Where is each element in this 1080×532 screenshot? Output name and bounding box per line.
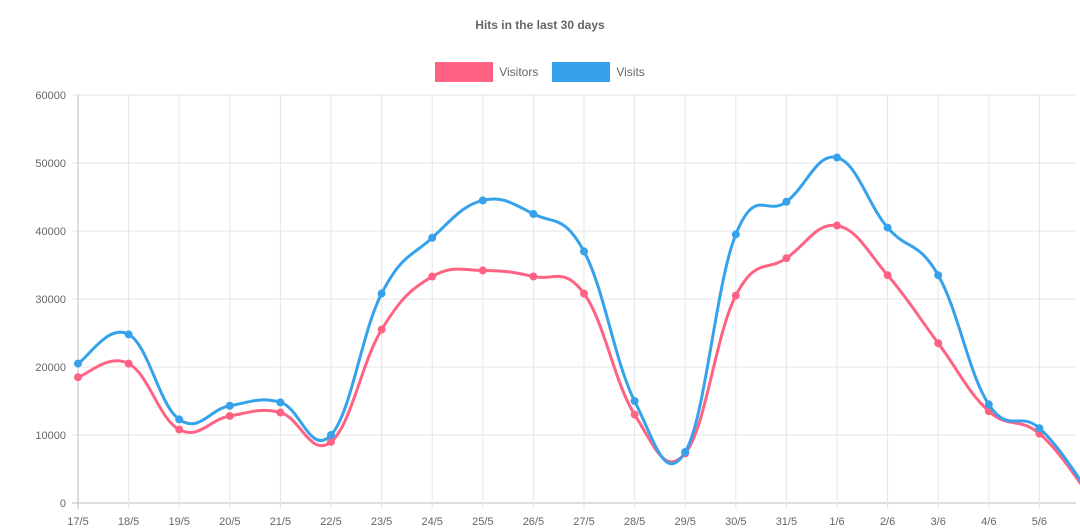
legend-swatch-visits bbox=[552, 62, 611, 82]
data-point-visitors bbox=[833, 221, 841, 230]
data-point-visitors bbox=[74, 373, 82, 382]
data-point-visits bbox=[276, 398, 285, 407]
x-tick-label: 2/6 bbox=[880, 516, 895, 528]
data-point-visits bbox=[225, 401, 234, 410]
data-point-visits bbox=[529, 210, 538, 218]
x-tick-label: 29/5 bbox=[674, 516, 695, 528]
x-tick-label: 31/5 bbox=[776, 516, 797, 528]
x-tick-label: 30/5 bbox=[725, 516, 746, 528]
data-point-visits bbox=[984, 400, 993, 409]
data-point-visits bbox=[175, 415, 184, 424]
y-tick-label: 30000 bbox=[35, 294, 66, 306]
legend-label-visits: Visits bbox=[616, 65, 645, 79]
data-point-visits bbox=[681, 448, 690, 456]
data-point-visitors bbox=[478, 266, 487, 275]
y-tick-label: 0 bbox=[60, 498, 66, 510]
data-point-visits bbox=[74, 359, 82, 368]
legend-swatch-visitors bbox=[435, 62, 494, 82]
legend-label-visitors: Visitors bbox=[499, 65, 539, 79]
data-point-visitors bbox=[580, 289, 588, 298]
x-tick-label: 28/5 bbox=[624, 516, 645, 528]
data-point-visitors bbox=[327, 437, 335, 446]
data-point-visits bbox=[580, 247, 588, 256]
data-point-visitors bbox=[934, 339, 943, 348]
x-tick-label: 4/6 bbox=[981, 516, 996, 528]
data-point-visits bbox=[478, 196, 487, 205]
chart-legend: Visitors Visits bbox=[0, 62, 1080, 82]
data-point-visits bbox=[428, 233, 437, 242]
x-tick-label: 24/5 bbox=[421, 516, 442, 528]
x-tick-label: 27/5 bbox=[573, 516, 594, 528]
chart-title: Hits in the last 30 days bbox=[475, 18, 605, 32]
data-point-visits bbox=[883, 223, 892, 232]
series-line-visitors bbox=[77, 223, 1080, 486]
x-tick-label: 5/6 bbox=[1032, 516, 1047, 528]
series-line-visits bbox=[77, 155, 1080, 483]
x-tick-label: 19/5 bbox=[168, 516, 189, 528]
y-tick-label: 60000 bbox=[35, 90, 66, 102]
x-tick-label: 21/5 bbox=[270, 516, 291, 528]
x-tick-label: 22/5 bbox=[320, 516, 341, 528]
data-point-visitors bbox=[630, 410, 639, 419]
data-point-visits bbox=[934, 271, 943, 280]
data-point-visitors bbox=[276, 408, 285, 417]
x-tick-label: 20/5 bbox=[219, 516, 240, 528]
data-point-visitors bbox=[428, 272, 437, 281]
data-point-visitors bbox=[883, 271, 892, 280]
y-tick-label: 20000 bbox=[35, 362, 66, 374]
legend-item-visits[interactable]: Visits bbox=[552, 62, 645, 82]
data-point-visits bbox=[124, 330, 133, 339]
x-tick-label: 25/5 bbox=[472, 516, 493, 528]
data-point-visitors bbox=[124, 359, 133, 368]
data-point-visits bbox=[731, 230, 740, 239]
data-point-visitors bbox=[782, 254, 791, 263]
y-tick-label: 40000 bbox=[35, 226, 66, 238]
y-tick-label: 50000 bbox=[35, 158, 66, 170]
data-point-visitors bbox=[377, 325, 386, 334]
legend-item-visitors[interactable]: Visitors bbox=[435, 62, 538, 82]
x-tick-label: 1/6 bbox=[829, 516, 844, 528]
data-point-visits bbox=[327, 431, 335, 439]
data-point-visits bbox=[1035, 424, 1044, 433]
data-point-visits bbox=[833, 153, 841, 162]
data-point-visits bbox=[630, 397, 639, 405]
data-point-visits bbox=[782, 197, 791, 206]
data-point-visitors bbox=[225, 411, 234, 420]
data-point-visits bbox=[377, 289, 386, 298]
data-point-visitors bbox=[529, 272, 538, 281]
data-point-visitors bbox=[731, 291, 740, 300]
x-tick-label: 17/5 bbox=[67, 516, 88, 528]
x-tick-label: 18/5 bbox=[118, 516, 139, 528]
x-tick-label: 23/5 bbox=[371, 516, 392, 528]
x-tick-label: 3/6 bbox=[931, 516, 946, 528]
data-point-visitors bbox=[175, 425, 184, 434]
x-tick-label: 26/5 bbox=[523, 516, 544, 528]
y-tick-label: 10000 bbox=[35, 430, 66, 442]
